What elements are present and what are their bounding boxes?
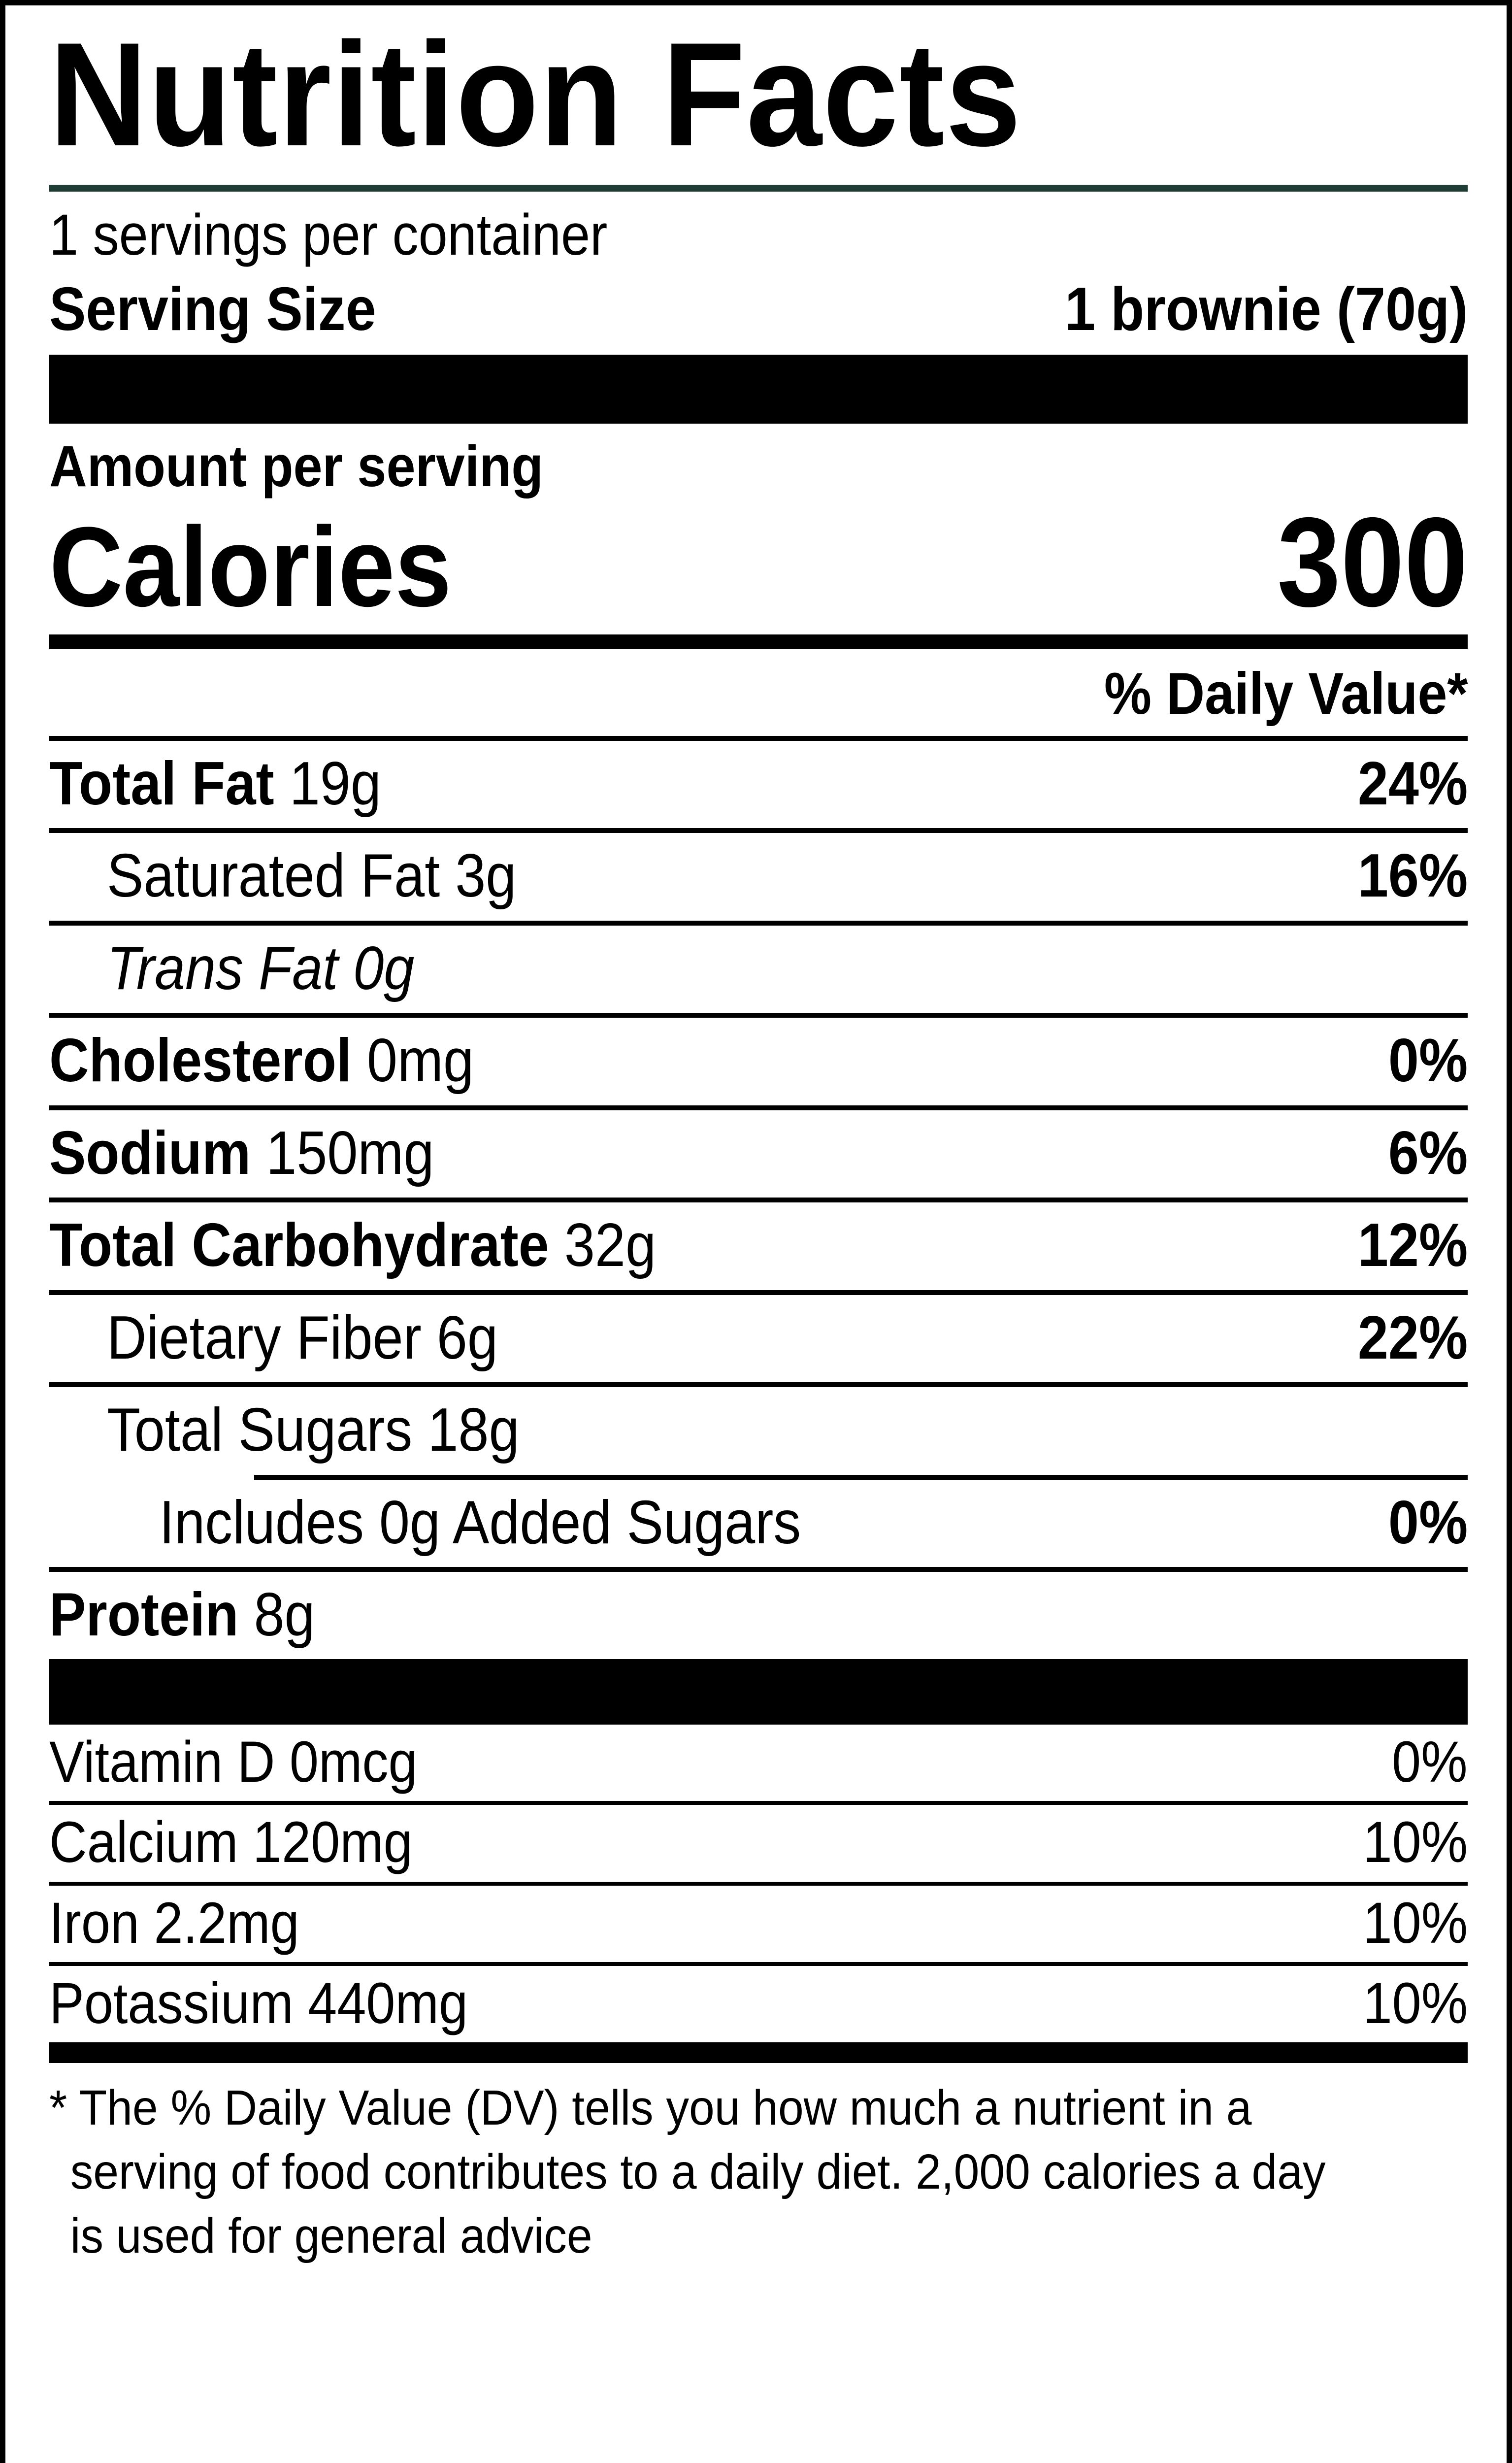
- nutrient-daily-value: 0%: [1388, 1488, 1468, 1557]
- serving-size-label: Serving Size: [49, 275, 376, 344]
- micronutrient-row: Vitamin D 0mcg 0%: [49, 1725, 1468, 1801]
- nutrient-rule: [49, 1566, 1468, 1572]
- section-divider-bar-top: [49, 355, 1468, 424]
- footnote-divider-bar: [49, 2042, 1468, 2063]
- serving-size-value: 1 brownie (70g): [1064, 275, 1468, 344]
- calories-label: Calories: [49, 503, 452, 631]
- nutrient-row: Includes 0g Added Sugars 0%: [49, 1480, 1468, 1567]
- amount-per-serving-label: Amount per serving: [49, 434, 544, 499]
- nutrient-row: Dietary Fiber 6g 22%: [49, 1295, 1468, 1382]
- micronutrient-rule: [49, 1801, 1468, 1805]
- nutrient-label: Total Carbohydrate 32g: [49, 1211, 657, 1280]
- micronutrient-rule: [49, 1881, 1468, 1886]
- nutrient-row: Protein 8g: [49, 1572, 1468, 1659]
- nutrient-row: Sodium 150mg 6%: [49, 1110, 1468, 1198]
- micronutrient-daily-value: 10%: [1363, 1810, 1468, 1875]
- nutrient-label: Includes 0g Added Sugars: [159, 1488, 801, 1557]
- page-title: Nutrition Facts: [49, 11, 1022, 177]
- nutrient-label: Sodium 150mg: [49, 1119, 434, 1187]
- nutrient-daily-value: 16%: [1357, 842, 1468, 910]
- nutrient-daily-value: 22%: [1357, 1303, 1468, 1372]
- micronutrient-row: Potassium 440mg 10%: [49, 1966, 1468, 2042]
- nutrient-row: Total Carbohydrate 32g 12%: [49, 1202, 1468, 1290]
- nutrient-rule: [254, 1474, 1468, 1480]
- section-divider-bar-bottom: [49, 1659, 1468, 1725]
- daily-value-footnote: * The % Daily Value (DV) tells you how m…: [49, 2080, 1326, 2263]
- nutrient-rule: [49, 920, 1468, 926]
- micronutrient-row: Calcium 120mg 10%: [49, 1805, 1468, 1881]
- calories-bottom-rule: [49, 634, 1468, 650]
- nutrient-row: Total Fat 19g 24%: [49, 741, 1468, 828]
- micronutrient-list: Vitamin D 0mcg 0% Calcium 120mg 10% Iron 2.2…: [49, 1725, 1468, 2042]
- label-content: Nutrition Facts 1 servings per container…: [49, 5, 1468, 2268]
- nutrient-label: Total Fat 19g: [49, 750, 381, 818]
- nutrient-daily-value: 6%: [1388, 1119, 1468, 1187]
- micronutrient-daily-value: 10%: [1363, 1970, 1468, 2036]
- micronutrient-rule: [49, 1962, 1468, 1966]
- nutrient-rule: [49, 1382, 1468, 1388]
- calories-row: Calories 300: [49, 496, 1468, 634]
- nutrient-daily-value: 0%: [1388, 1027, 1468, 1095]
- nutrient-row: Saturated Fat 3g 16%: [49, 833, 1468, 920]
- nutrient-rule: [49, 1290, 1468, 1295]
- nutrient-rule: [49, 736, 1468, 741]
- daily-value-header: % Daily Value*: [1104, 661, 1468, 727]
- micronutrient-label: Potassium 440mg: [49, 1970, 468, 2036]
- micronutrient-daily-value: 0%: [1392, 1730, 1468, 1795]
- nutrient-list: Total Fat 19g 24% Saturated Fat 3g 16% Trans…: [49, 736, 1468, 1659]
- nutrient-daily-value: 12%: [1357, 1211, 1468, 1280]
- nutrient-label: Saturated Fat 3g: [107, 842, 517, 910]
- nutrient-daily-value: 24%: [1357, 750, 1468, 818]
- title-accent-rule: [49, 185, 1468, 192]
- servings-per-container: 1 servings per container: [49, 202, 608, 267]
- nutrient-label: Total Sugars 18g: [107, 1396, 520, 1464]
- nutrient-label: Trans Fat 0g: [107, 934, 415, 1002]
- nutrient-label: Protein 8g: [49, 1580, 315, 1649]
- micronutrient-label: Vitamin D 0mcg: [49, 1730, 418, 1795]
- nutrient-row: Cholesterol 0mg 0%: [49, 1018, 1468, 1105]
- nutrient-row: Total Sugars 18g: [49, 1387, 1468, 1474]
- nutrient-row: Trans Fat 0g: [49, 926, 1468, 1013]
- micronutrient-daily-value: 10%: [1363, 1890, 1468, 1956]
- nutrient-label: Dietary Fiber 6g: [107, 1303, 498, 1372]
- nutrient-rule: [49, 1013, 1468, 1018]
- nutrient-rule: [49, 1198, 1468, 1203]
- nutrient-label: Cholesterol 0mg: [49, 1027, 474, 1095]
- calories-value: 300: [1277, 491, 1468, 633]
- nutrient-rule: [49, 1105, 1468, 1110]
- nutrient-rule: [49, 828, 1468, 833]
- micronutrient-row: Iron 2.2mg 10%: [49, 1886, 1468, 1962]
- serving-size-row: Serving Size 1 brownie (70g): [49, 267, 1468, 355]
- micronutrient-label: Iron 2.2mg: [49, 1890, 299, 1956]
- micronutrient-label: Calcium 120mg: [49, 1810, 413, 1875]
